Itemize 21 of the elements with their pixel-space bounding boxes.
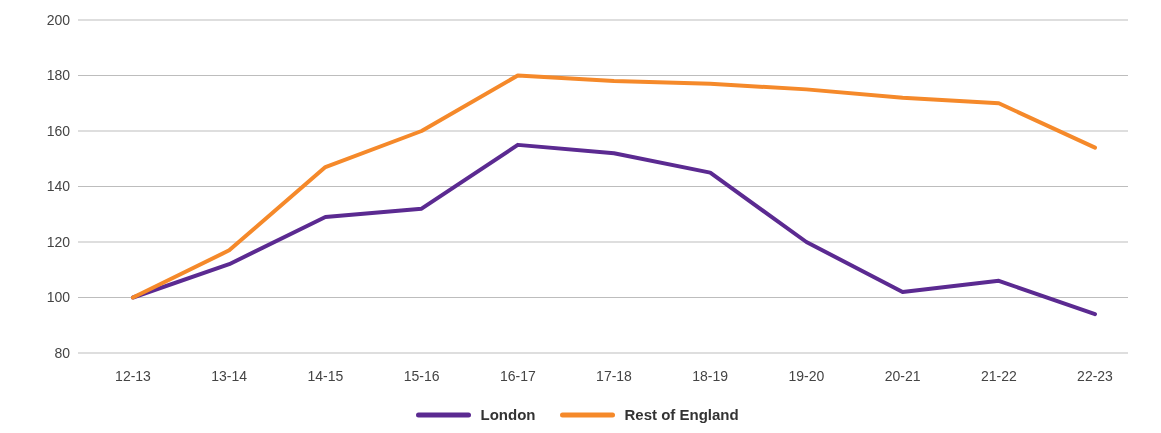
x-tick-label: 12-13 — [115, 368, 152, 384]
legend-label: London — [480, 406, 536, 424]
y-tick-label: 120 — [46, 233, 71, 250]
y-tick-label: 100 — [46, 289, 71, 306]
y-tick-label: 160 — [46, 122, 71, 139]
x-tick-label: 19-20 — [788, 368, 825, 384]
x-tick-label: 22-23 — [1077, 368, 1114, 384]
x-tick-label: 21-22 — [980, 368, 1017, 384]
x-tick-label: 15-16 — [403, 368, 440, 384]
line-series — [131, 73, 1097, 300]
y-tick-label: 80 — [54, 344, 71, 361]
x-tick-label: 18-19 — [692, 368, 729, 384]
legend-label: Rest of England — [624, 406, 739, 424]
y-tick-label: 140 — [46, 178, 71, 195]
y-tick-label: 200 — [46, 11, 71, 28]
y-tick-label: 180 — [46, 67, 71, 84]
x-tick-label: 16-17 — [499, 368, 536, 384]
x-tick-label: 14-15 — [307, 368, 344, 384]
x-tick-label: 17-18 — [596, 368, 633, 384]
x-tick-label: 13-14 — [211, 368, 248, 384]
x-tick-label: 20-21 — [884, 368, 921, 384]
